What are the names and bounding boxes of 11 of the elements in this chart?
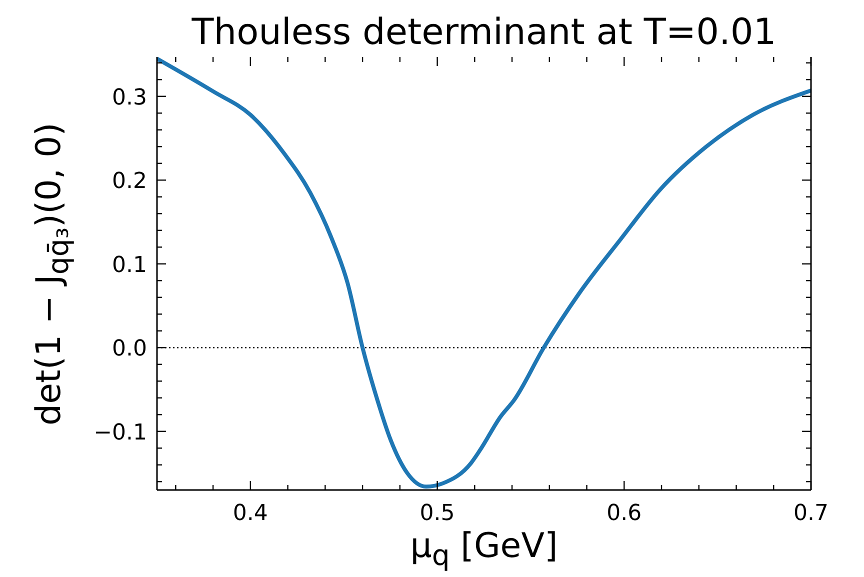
y-tick-label: 0.0 <box>112 336 147 362</box>
x-tick-label: 0.6 <box>606 501 642 526</box>
y-tick-label: 0.1 <box>112 252 147 278</box>
x-tick-label: 0.7 <box>794 501 828 526</box>
chart-title: Thouless determinant at T=0.01 <box>190 12 778 53</box>
y-tick-label: −0.1 <box>94 420 147 446</box>
y-tick-label: 0.3 <box>112 85 147 110</box>
y-tick-label: 0.2 <box>112 169 147 194</box>
x-tick-label: 0.5 <box>420 501 455 526</box>
x-tick-label: 0.4 <box>232 501 268 526</box>
x-axis-title: μ$_{q}$ [GeV] <box>409 526 559 572</box>
